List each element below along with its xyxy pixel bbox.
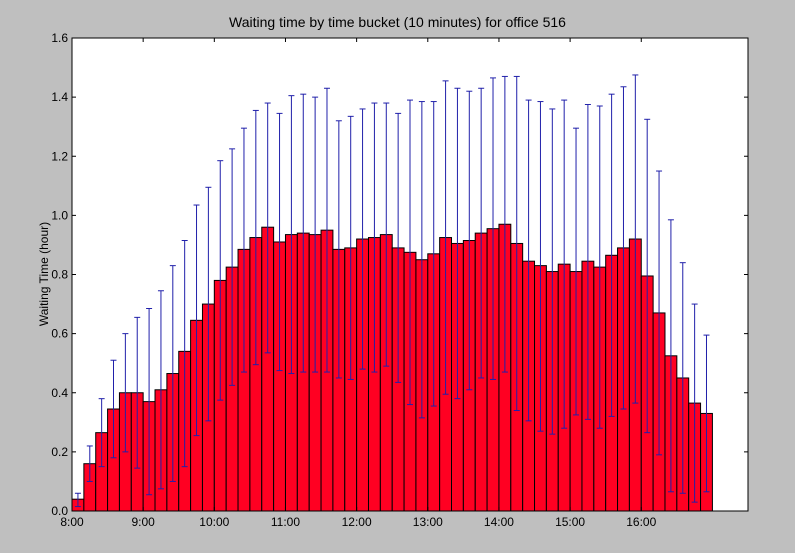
x-tick-label: 11:00 (271, 515, 300, 529)
y-tick-label: 1.0 (51, 208, 68, 222)
x-tick-label: 12:00 (342, 515, 372, 529)
x-tick-label: 14:00 (484, 515, 514, 529)
x-ticks-group: 8:00 9:00 10:00 11:00 12:00 13:00 14:00 15:00 16… (60, 38, 657, 529)
y-tick-label: 1.4 (51, 90, 68, 104)
x-tick-label: 16:00 (626, 515, 656, 529)
y-tick-label: 1.6 (51, 31, 68, 45)
x-tick-label: 8:00 (60, 515, 84, 529)
y-ticks-group: 0.0 0.2 0.4 0.6 0.8 1.0 1.2 1.4 1.6 (51, 31, 748, 518)
y-tick-label: 0.6 (51, 327, 68, 341)
x-tick-label: 13:00 (413, 515, 443, 529)
y-tick-label: 0.0 (51, 504, 68, 518)
error-bars-group (74, 74, 710, 508)
axes-frame (71, 37, 749, 512)
chart-title: Waiting time by time bucket (10 minutes)… (229, 14, 566, 30)
x-tick-label: 10:00 (199, 515, 229, 529)
y-tick-label: 0.2 (51, 445, 68, 459)
y-tick-label: 0.8 (51, 268, 68, 282)
y-tick-label: 1.2 (51, 149, 68, 163)
x-tick-label: 9:00 (131, 515, 155, 529)
x-tick-label: 15:00 (555, 515, 585, 529)
y-tick-label: 0.4 (51, 386, 68, 400)
